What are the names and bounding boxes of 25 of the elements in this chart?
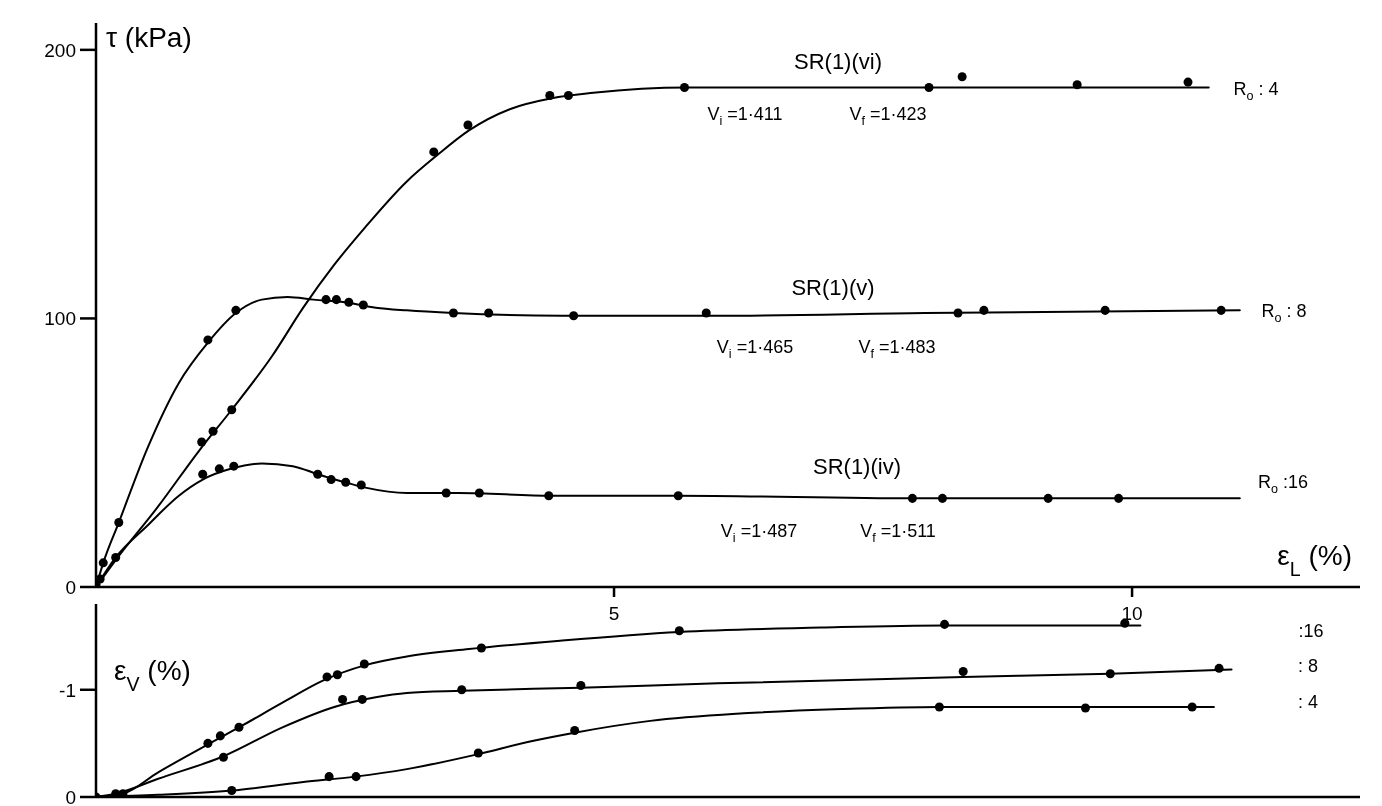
annotation: : 8 [1297, 656, 1319, 676]
annotation: V$_{i}$ =1·465 [716, 337, 794, 361]
annotation: V$_{f}$ =1·423 [849, 104, 927, 128]
series-label: SR(1)(iv) [813, 453, 901, 479]
y-tick-label: 100 [44, 308, 76, 330]
annotation: V$_{f}$ =1·483 [858, 337, 936, 361]
x-tick-label: 5 [608, 603, 620, 625]
x-tick-label: 10 [1121, 603, 1143, 625]
y-tick-label: 0 [65, 786, 76, 806]
x-axis-title: ε$_{L}$ (%) [1277, 540, 1352, 580]
annotation: V$_{f}$ =1·511 [860, 521, 936, 545]
annotation: V$_{i}$ =1·411 [707, 104, 783, 128]
y-tick-label: 0 [65, 576, 76, 598]
annotation: :16 [1298, 621, 1324, 641]
y-axis-title: τ (kPa) [106, 22, 192, 53]
series-label: SR(1)(vi) [794, 48, 882, 74]
y-tick-label: -1 [59, 679, 76, 701]
annotation: R$_{o}$ : 4 [1233, 79, 1279, 103]
y-axis-title: ε$_{V}$ (%) [114, 655, 191, 695]
annotation: R$_{o}$ :16 [1257, 472, 1309, 496]
series-label: SR(1)(v) [791, 274, 875, 300]
annotation: R$_{o}$ : 8 [1261, 301, 1307, 325]
y-tick-label: 200 [44, 39, 76, 61]
annotation: V$_{i}$ =1·487 [720, 521, 798, 545]
annotation: : 4 [1297, 692, 1319, 712]
